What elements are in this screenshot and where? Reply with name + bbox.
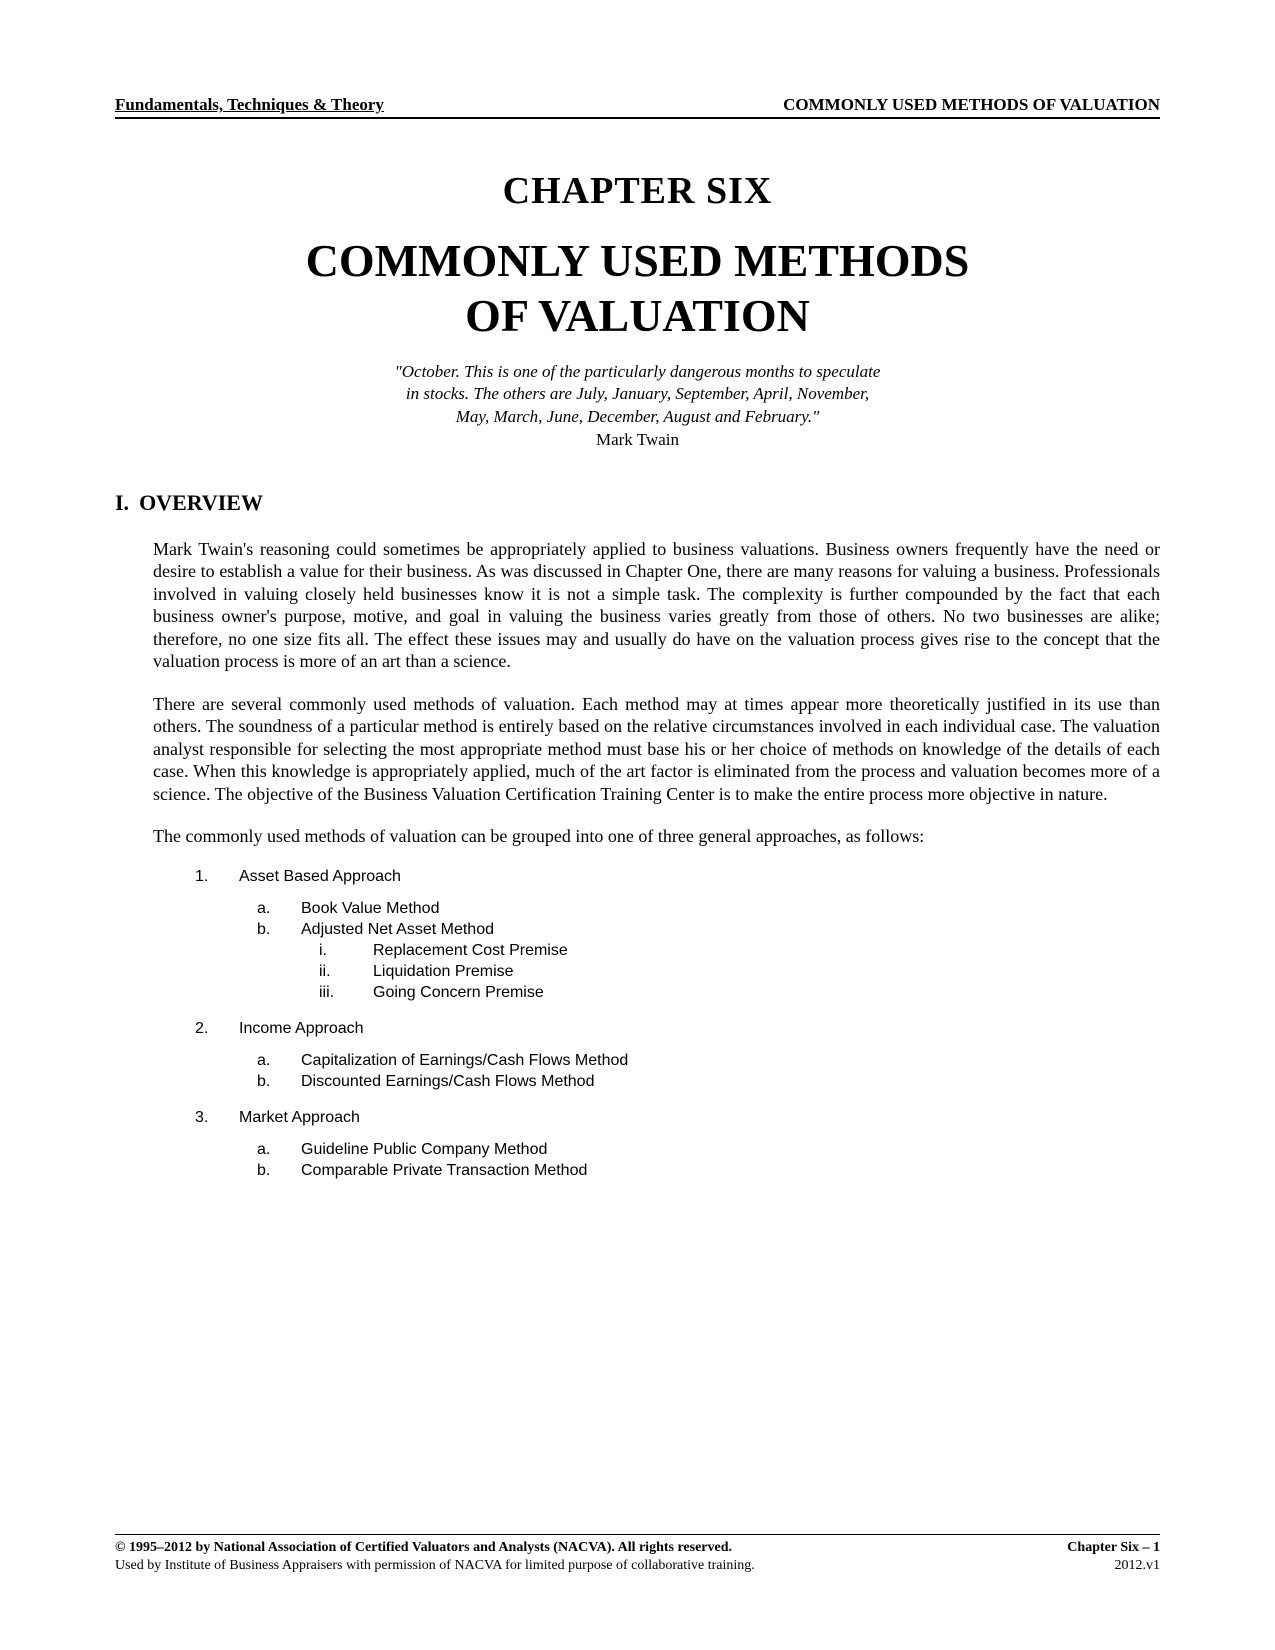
list-marker: b. xyxy=(257,1073,277,1091)
header-left-text: Fundamentals, Techniques & Theory xyxy=(115,95,384,115)
list-marker: 2. xyxy=(195,1020,215,1038)
list-row: a. Capitalization of Earnings/Cash Flows… xyxy=(257,1052,1160,1070)
list-item-market-approach: 3. Market Approach a. Guideline Public C… xyxy=(195,1109,1160,1180)
quote-author: Mark Twain xyxy=(313,430,963,450)
sublist: a. Capitalization of Earnings/Cash Flows… xyxy=(257,1052,1160,1091)
list-row: a. Guideline Public Company Method xyxy=(257,1141,1160,1159)
list-marker: a. xyxy=(257,1141,277,1159)
footer-right: Chapter Six – 1 2012.v1 xyxy=(1067,1539,1160,1575)
list-item-asset-approach: 1. Asset Based Approach a. Book Value Me… xyxy=(195,868,1160,1002)
list-label: Asset Based Approach xyxy=(239,868,401,886)
list-label: Replacement Cost Premise xyxy=(373,942,568,960)
approaches-list: 1. Asset Based Approach a. Book Value Me… xyxy=(195,868,1160,1180)
list-row: i. Replacement Cost Premise xyxy=(319,942,1160,960)
list-marker: iii. xyxy=(319,984,339,1002)
list-label: Going Concern Premise xyxy=(373,984,544,1002)
list-label: Book Value Method xyxy=(301,900,439,918)
page-header: Fundamentals, Techniques & Theory COMMON… xyxy=(115,95,1160,119)
list-label: Market Approach xyxy=(239,1109,360,1127)
list-row: 2. Income Approach xyxy=(195,1020,1160,1038)
list-label: Discounted Earnings/Cash Flows Method xyxy=(301,1073,594,1091)
list-label: Income Approach xyxy=(239,1020,364,1038)
list-label: Guideline Public Company Method xyxy=(301,1141,547,1159)
list-marker: a. xyxy=(257,900,277,918)
body-paragraph-1: Mark Twain's reasoning could sometimes b… xyxy=(153,538,1160,673)
list-marker: b. xyxy=(257,921,277,939)
chapter-title-line2: OF VALUATION xyxy=(115,288,1160,343)
list-item-income-approach: 2. Income Approach a. Capitalization of … xyxy=(195,1020,1160,1091)
list-marker: b. xyxy=(257,1162,277,1180)
footer-chapter-page: Chapter Six – 1 xyxy=(1067,1539,1160,1557)
list-marker: a. xyxy=(257,1052,277,1070)
list-row: a. Book Value Method xyxy=(257,900,1160,918)
chapter-title-line1: COMMONLY USED METHODS xyxy=(115,233,1160,288)
list-label: Liquidation Premise xyxy=(373,963,514,981)
section-heading-overview: I. OVERVIEW xyxy=(115,490,1160,516)
quote-line2: in stocks. The others are July, January,… xyxy=(313,383,963,405)
chapter-label: CHAPTER SIX xyxy=(115,169,1160,213)
list-marker: i. xyxy=(319,942,339,960)
list-row: b. Discounted Earnings/Cash Flows Method xyxy=(257,1073,1160,1091)
header-right-text: COMMONLY USED METHODS OF VALUATION xyxy=(783,95,1160,115)
sublist: a. Guideline Public Company Method b. Co… xyxy=(257,1141,1160,1180)
quote-line1: "October. This is one of the particularl… xyxy=(313,361,963,383)
body-paragraph-3: The commonly used methods of valuation c… xyxy=(153,825,1160,848)
footer-permission: Used by Institute of Business Appraisers… xyxy=(115,1557,755,1575)
list-row: 3. Market Approach xyxy=(195,1109,1160,1127)
list-label: Comparable Private Transaction Method xyxy=(301,1162,587,1180)
sub-sublist: i. Replacement Cost Premise ii. Liquidat… xyxy=(319,942,1160,1002)
sublist: a. Book Value Method b. Adjusted Net Ass… xyxy=(257,900,1160,1002)
list-row: 1. Asset Based Approach xyxy=(195,868,1160,886)
list-row: b. Adjusted Net Asset Method xyxy=(257,921,1160,939)
list-row: iii. Going Concern Premise xyxy=(319,984,1160,1002)
list-row: ii. Liquidation Premise xyxy=(319,963,1160,981)
list-label: Capitalization of Earnings/Cash Flows Me… xyxy=(301,1052,628,1070)
footer-left: © 1995–2012 by National Association of C… xyxy=(115,1539,755,1575)
chapter-title: COMMONLY USED METHODS OF VALUATION xyxy=(115,233,1160,343)
list-marker: ii. xyxy=(319,963,339,981)
section-number: I. xyxy=(115,490,129,516)
list-marker: 1. xyxy=(195,868,215,886)
epigraph-quote: "October. This is one of the particularl… xyxy=(313,361,963,449)
list-row: b. Comparable Private Transaction Method xyxy=(257,1162,1160,1180)
list-marker: 3. xyxy=(195,1109,215,1127)
footer-copyright: © 1995–2012 by National Association of C… xyxy=(115,1539,755,1557)
footer-version: 2012.v1 xyxy=(1067,1557,1160,1575)
body-paragraph-2: There are several commonly used methods … xyxy=(153,693,1160,806)
section-title: OVERVIEW xyxy=(139,490,263,516)
list-label: Adjusted Net Asset Method xyxy=(301,921,494,939)
page-footer: © 1995–2012 by National Association of C… xyxy=(115,1534,1160,1575)
quote-line3: May, March, June, December, August and F… xyxy=(313,406,963,428)
